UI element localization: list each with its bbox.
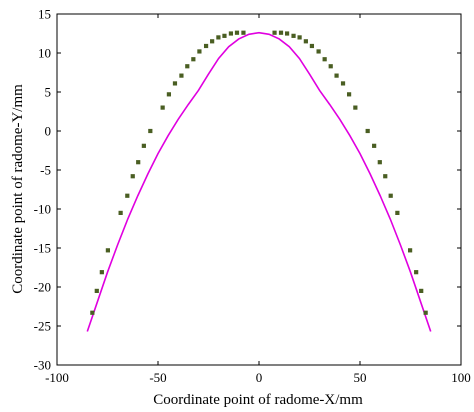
data-point-marker [125,193,130,198]
data-point-marker [130,174,135,179]
x-tick-label: -50 [149,370,166,385]
data-point-marker [94,288,99,293]
data-point-marker [172,81,178,86]
data-point-marker [414,270,419,275]
y-axis-title: Coordinate point of radome-Y/mm [10,84,26,294]
data-point-marker [99,270,104,275]
data-point-marker [185,64,190,69]
data-point-marker [179,73,184,78]
y-tick-label: -30 [34,358,51,373]
x-tick-label: -100 [45,370,69,385]
data-point-marker [160,105,165,110]
data-point-marker [272,30,277,35]
data-point-marker [191,57,196,62]
data-point-marker [377,160,382,165]
data-point-marker [388,193,393,198]
series-line [86,31,432,332]
data-point-marker [383,174,388,179]
data-point-marker [234,30,240,35]
y-tick-label: -25 [34,319,51,334]
data-point-marker [419,288,424,293]
data-point-marker [423,310,428,315]
plot-area [86,30,432,332]
data-point-marker [395,210,400,215]
x-axis-title: Coordinate point of radome-X/mm [153,392,363,408]
data-point-marker [297,35,302,40]
data-point-marker [303,39,308,44]
data-point-marker [166,92,172,97]
data-point-marker [291,33,296,38]
y-tick-label: -5 [40,163,51,178]
data-point-marker [241,30,246,35]
data-point-marker [141,143,146,148]
data-point-marker [148,128,153,134]
data-point-marker [353,105,358,110]
data-point-marker [118,210,123,215]
data-point-marker [316,49,321,54]
data-point-marker [346,92,352,97]
data-point-marker [284,31,290,36]
data-point-marker [210,39,215,44]
x-tick-label: 100 [451,370,471,385]
data-point-marker [197,49,202,54]
y-tick-label: 0 [45,124,52,139]
data-point-marker [322,57,327,62]
y-tick-label: -15 [34,241,51,256]
plot-frame [56,13,462,366]
data-point-marker [334,73,339,78]
data-point-marker [365,128,370,134]
data-point-marker [340,81,346,86]
y-tick-label: -10 [34,202,51,217]
data-point-marker [203,43,209,49]
data-point-marker [372,143,377,148]
data-point-marker [90,310,95,315]
data-point-marker [105,248,110,253]
x-tick-label: 50 [354,370,367,385]
y-tick-label: 15 [38,7,51,22]
data-point-marker [216,35,221,40]
y-tick-label: -20 [34,280,51,295]
data-point-marker [309,43,315,49]
y-tick-label: 5 [45,85,52,100]
data-point-marker [408,248,413,253]
data-point-marker [222,33,227,38]
x-tick-label: 0 [256,370,263,385]
data-point-marker [136,160,141,165]
data-point-marker [278,30,284,35]
data-point-marker [228,31,234,36]
data-point-marker [328,64,333,69]
y-tick-label: 10 [38,46,51,61]
